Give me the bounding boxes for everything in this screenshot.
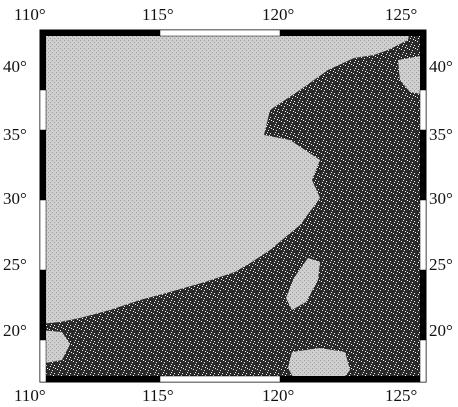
lat-label-40-right: 40° [429, 57, 453, 76]
liaodong-peninsula [236, 55, 305, 84]
taiwan-island [286, 258, 320, 310]
luzon-island [288, 348, 350, 382]
lon-label-120-bottom: 120° [262, 386, 294, 405]
lon-label-110-top: 110° [14, 5, 46, 24]
lat-label-20-right: 20° [429, 321, 453, 340]
lat-label-30-right: 30° [429, 189, 453, 208]
lat-label-25-left: 25° [3, 255, 27, 274]
frame-bottom [40, 375, 420, 383]
lon-label-120-top: 120° [262, 5, 294, 24]
lon-labels-top: 110° 115° 120° 125° [14, 5, 417, 24]
frame-left [39, 30, 47, 383]
lon-label-115-bottom: 115° [142, 386, 174, 405]
lat-label-20-left: 20° [3, 321, 27, 340]
korea-peninsula [398, 55, 426, 95]
lat-label-35-left: 35° [3, 125, 27, 144]
lon-label-125-top: 125° [385, 5, 417, 24]
frame-right [419, 30, 427, 383]
lon-label-110-bottom: 110° [14, 386, 46, 405]
lat-label-35-right: 35° [429, 125, 453, 144]
hainan-island [40, 330, 70, 364]
lon-label-125-bottom: 125° [385, 386, 417, 405]
lat-labels-left: 40° 35° 30° 25° 20° [3, 57, 27, 340]
frame-top [40, 29, 420, 37]
lat-label-25-right: 25° [429, 255, 453, 274]
lat-label-30-left: 30° [3, 189, 27, 208]
lon-label-115-top: 115° [142, 5, 174, 24]
mainland-land [40, 30, 410, 324]
lon-labels-bottom: 110° 115° 120° 125° [14, 386, 417, 405]
lat-labels-right: 40° 35° 30° 25° 20° [429, 57, 453, 340]
lat-label-40-left: 40° [3, 57, 27, 76]
